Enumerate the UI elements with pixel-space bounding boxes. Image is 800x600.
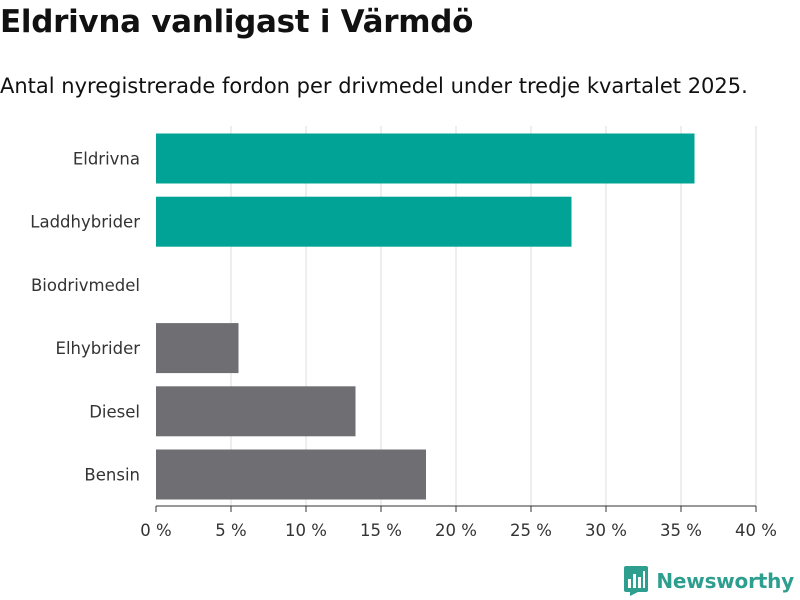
category-label: Laddhybrider: [30, 213, 140, 232]
bar-diesel: [156, 386, 356, 437]
bar-elhybrider: [156, 323, 239, 374]
x-tick-label: 15 %: [360, 521, 402, 540]
x-tick-label: 35 %: [660, 521, 702, 540]
bar-chart-logo-icon: [624, 566, 649, 596]
x-tick-label: 30 %: [585, 521, 627, 540]
category-labels: Eldrivna Laddhybrider Biodrivmedel Elhybrid…: [30, 150, 140, 485]
x-tick-label: 40 %: [735, 521, 777, 540]
newsworthy-brand: Newsworthy: [624, 566, 794, 596]
brand-name: Newsworthy: [656, 569, 794, 593]
bar-eldrivna: [156, 133, 695, 184]
category-label: Elhybrider: [56, 339, 141, 358]
gridlines: [230, 126, 757, 506]
bar-bensin: [156, 449, 426, 500]
x-tick-label: 10 %: [285, 521, 327, 540]
category-label: Biodrivmedel: [31, 276, 140, 295]
x-tick-label: 20 %: [435, 521, 477, 540]
category-label: Bensin: [84, 466, 140, 485]
x-tick-label: 0 %: [140, 521, 171, 540]
chart-title: Eldrivna vanligast i Värmdö: [0, 4, 474, 40]
x-tick-label: 5 %: [215, 521, 246, 540]
bars: [156, 133, 695, 500]
category-label: Diesel: [89, 402, 140, 421]
x-tick-label: 25 %: [510, 521, 552, 540]
category-label: Eldrivna: [73, 150, 140, 169]
x-axis: 0 % 5 % 10 % 15 % 20 % 25 % 30 % 35 % 40 %: [140, 505, 777, 540]
bar-laddhybrider: [156, 196, 572, 247]
chart-subtitle: Antal nyregistrerade fordon per drivmede…: [0, 74, 748, 98]
